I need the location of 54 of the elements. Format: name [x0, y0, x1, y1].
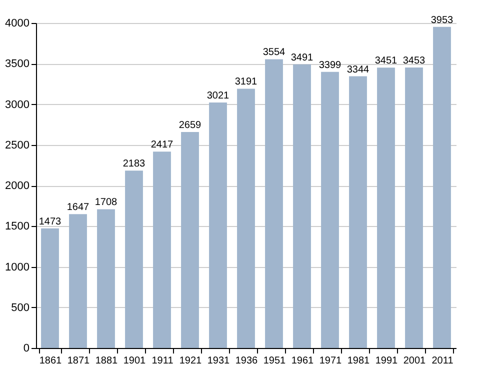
bar — [181, 132, 199, 348]
data-label: 3491 — [290, 52, 314, 64]
bar — [377, 68, 395, 348]
bar — [293, 64, 311, 348]
bar — [69, 214, 87, 348]
bar — [41, 228, 59, 348]
y-tick-label: 2500 — [5, 139, 30, 152]
bar — [321, 72, 339, 348]
y-tick-label: 3500 — [5, 58, 30, 70]
y-tick-label: 1500 — [5, 220, 30, 233]
y-tick-label: 0 — [23, 342, 30, 354]
bar — [405, 67, 423, 348]
x-tick-label: 2001 — [403, 356, 426, 366]
data-label: 1473 — [38, 216, 62, 228]
bar — [209, 102, 227, 348]
data-label: 2659 — [178, 120, 202, 131]
x-tick-label: 1871 — [67, 356, 90, 366]
data-label: 3191 — [234, 76, 258, 88]
y-tick-label: 4000 — [5, 18, 30, 30]
x-tick-label: 1911 — [152, 356, 174, 366]
data-label: 3344 — [346, 64, 370, 76]
x-tick-label: 1971 — [319, 356, 342, 366]
bar — [265, 59, 283, 348]
x-tick-label: 1961 — [291, 356, 314, 366]
x-tick-label: 1931 — [207, 356, 230, 366]
bar — [125, 170, 143, 348]
x-tick-label: 1981 — [347, 356, 370, 366]
y-tick-label: 2000 — [5, 180, 30, 192]
data-label: 2417 — [150, 140, 174, 151]
data-label: 3021 — [206, 90, 230, 102]
bar — [237, 88, 255, 348]
x-tick-label: 1951 — [263, 356, 286, 366]
x-tick-label: 1991 — [375, 356, 398, 366]
x-tick-label: 1901 — [123, 356, 146, 366]
data-label: 2183 — [122, 158, 146, 170]
data-label: 3554 — [262, 47, 286, 58]
data-label: 1647 — [66, 202, 90, 214]
bar — [97, 209, 115, 348]
bar — [349, 76, 367, 348]
x-tick-label: 1861 — [39, 356, 62, 366]
data-label: 3453 — [402, 55, 426, 66]
bar — [433, 26, 451, 348]
y-tick-label: 500 — [11, 302, 30, 314]
y-tick-label: 3000 — [5, 98, 30, 111]
x-tick-label: 1921 — [179, 356, 202, 366]
x-tick-label: 1936 — [235, 356, 258, 366]
bar — [153, 152, 171, 348]
data-label: 3399 — [318, 60, 342, 71]
y-tick-label: 1000 — [5, 261, 30, 274]
data-label: 3953 — [430, 14, 454, 26]
data-label: 3451 — [374, 56, 398, 67]
x-tick-label: 2011 — [432, 356, 454, 366]
x-tick-label: 1881 — [95, 356, 118, 366]
data-label: 1708 — [94, 197, 118, 208]
